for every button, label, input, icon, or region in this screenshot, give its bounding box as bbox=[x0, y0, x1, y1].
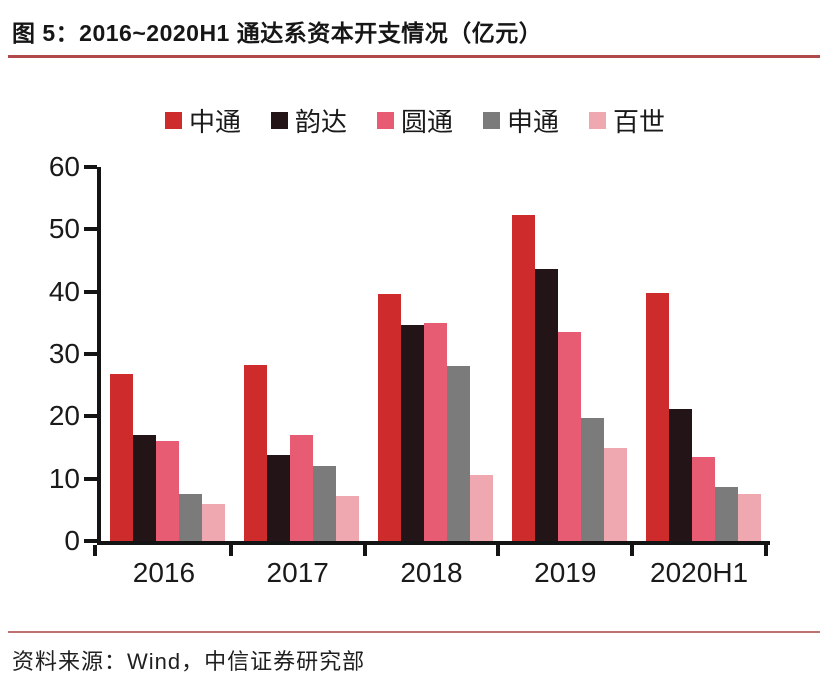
y-tick-mark bbox=[84, 289, 97, 294]
legend-label: 申通 bbox=[507, 107, 560, 137]
bar bbox=[714, 487, 738, 541]
bar bbox=[110, 373, 134, 541]
x-tick-label: 2020H1 bbox=[650, 557, 749, 588]
bar-group bbox=[101, 373, 235, 541]
bar bbox=[603, 448, 627, 541]
y-tick-label: 0 bbox=[64, 525, 80, 556]
y-tick-label: 50 bbox=[48, 213, 80, 245]
legend-label: 中通 bbox=[188, 107, 241, 137]
bar bbox=[244, 364, 268, 541]
bar bbox=[133, 435, 157, 541]
bar bbox=[313, 465, 337, 541]
bar bbox=[267, 454, 291, 541]
bar bbox=[511, 215, 535, 541]
bar bbox=[534, 268, 558, 541]
bar bbox=[202, 503, 226, 541]
y-tick-mark bbox=[84, 227, 97, 232]
y-tick-mark bbox=[84, 476, 97, 481]
legend-label: 圆通 bbox=[400, 107, 453, 137]
bar bbox=[290, 435, 314, 541]
x-tick-mark bbox=[764, 545, 768, 556]
bar-chart-plot-area bbox=[97, 167, 770, 545]
title-underline bbox=[8, 55, 820, 58]
figure-title: 图 5：2016~2020H1 通达系资本开支情况（亿元） bbox=[12, 20, 543, 46]
x-tick-mark bbox=[496, 545, 501, 556]
y-tick-mark bbox=[84, 539, 97, 543]
legend-swatch-icon bbox=[376, 112, 394, 129]
y-tick-mark bbox=[84, 414, 97, 419]
bar bbox=[668, 408, 692, 541]
bar bbox=[580, 417, 604, 541]
bar bbox=[557, 331, 581, 541]
x-tick-label: 2018 bbox=[400, 557, 463, 588]
bar-group bbox=[369, 293, 503, 541]
bar bbox=[156, 441, 180, 541]
x-tick-mark bbox=[630, 545, 635, 556]
bar bbox=[469, 474, 493, 541]
bar bbox=[377, 293, 401, 541]
bar bbox=[737, 493, 761, 541]
bar-group bbox=[235, 364, 369, 541]
x-tick-label: 2017 bbox=[266, 557, 329, 588]
legend-label: 百世 bbox=[613, 107, 666, 137]
x-tick-mark bbox=[228, 545, 233, 556]
y-tick-mark bbox=[84, 165, 97, 169]
x-tick-label: 2016 bbox=[132, 557, 196, 588]
source-note: 资料来源：Wind，中信证券研究部 bbox=[12, 649, 366, 674]
legend-swatch-icon bbox=[164, 112, 182, 129]
bar bbox=[336, 495, 360, 541]
source-divider bbox=[8, 631, 820, 633]
legend-item: 百世 bbox=[589, 102, 665, 139]
legend-label: 韵达 bbox=[294, 107, 347, 137]
y-tick-mark bbox=[84, 352, 97, 356]
y-tick-label: 40 bbox=[48, 275, 80, 307]
y-tick-label: 20 bbox=[48, 400, 80, 432]
x-tick-label: 2019 bbox=[534, 557, 597, 588]
legend-swatch-icon bbox=[270, 112, 288, 129]
bar bbox=[645, 292, 669, 541]
bar bbox=[400, 325, 424, 541]
bar-group bbox=[502, 215, 636, 541]
legend-item: 申通 bbox=[483, 102, 559, 139]
chart-legend: 中通 韵达 圆通 申通 百世 bbox=[0, 102, 830, 139]
legend-item: 圆通 bbox=[376, 102, 453, 139]
bar bbox=[423, 323, 447, 541]
y-tick-label: 10 bbox=[48, 462, 80, 494]
y-tick-label: 60 bbox=[48, 151, 80, 182]
bar bbox=[691, 457, 715, 541]
bar-group bbox=[636, 292, 770, 541]
bar bbox=[446, 365, 470, 541]
x-tick-mark bbox=[93, 545, 97, 556]
legend-item: 中通 bbox=[164, 102, 241, 139]
legend-swatch-icon bbox=[589, 112, 607, 129]
x-tick-mark bbox=[362, 545, 367, 556]
bar bbox=[179, 494, 203, 541]
legend-swatch-icon bbox=[483, 112, 500, 129]
legend-item: 韵达 bbox=[270, 102, 347, 139]
y-tick-label: 30 bbox=[48, 338, 80, 369]
